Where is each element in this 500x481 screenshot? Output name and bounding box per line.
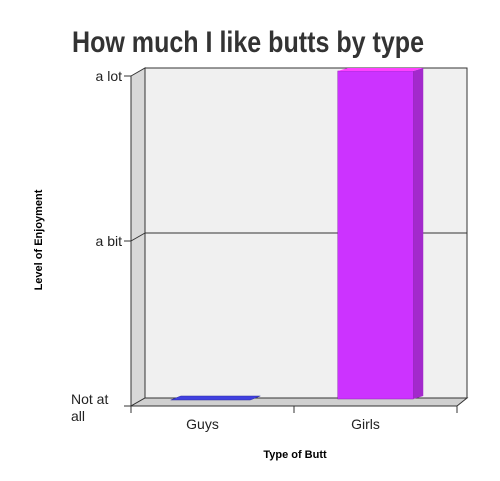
x-tick-label: Girls xyxy=(351,416,380,432)
chart-title: How much I like butts by type xyxy=(72,26,424,59)
y-axis-ticks: a lot a bit Not at all xyxy=(71,68,131,424)
y-tick-label: a bit xyxy=(96,233,123,249)
bar xyxy=(170,395,261,401)
x-axis-ticks: Guys Girls xyxy=(130,406,458,432)
gridline xyxy=(130,232,146,242)
y-axis-label: Level of Enjoyment xyxy=(33,189,45,290)
y-tick-label: a lot xyxy=(96,68,123,84)
bar xyxy=(337,70,414,400)
bars xyxy=(170,68,424,401)
x-tick-label: Guys xyxy=(186,416,219,432)
bar-side xyxy=(413,68,424,399)
bar-top xyxy=(337,68,424,71)
y-tick-label: Not at all xyxy=(71,391,108,424)
x-axis-label: Type of Butt xyxy=(263,449,327,461)
